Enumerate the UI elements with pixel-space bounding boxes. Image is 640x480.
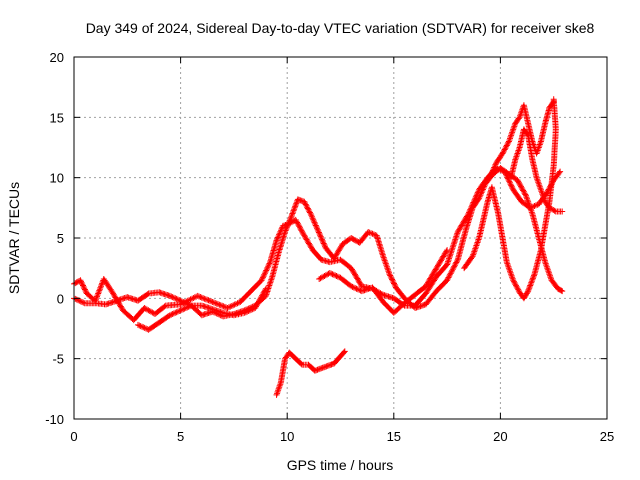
- data-marks: [71, 96, 566, 398]
- y-tick-label: -5: [52, 352, 64, 367]
- series-track-d: [316, 247, 451, 316]
- series-track-h: [273, 348, 348, 398]
- y-tick-label: 15: [50, 110, 64, 125]
- series-track-f: [486, 98, 557, 181]
- x-tick-label: 10: [280, 429, 294, 444]
- y-axis-title: SDTVAR / TECUs: [6, 182, 22, 294]
- y-tick-label: 0: [57, 291, 64, 306]
- plus-markers: [134, 285, 269, 333]
- y-tick-label: 5: [57, 231, 64, 246]
- x-tick-label: 0: [70, 429, 77, 444]
- y-tick-label: -10: [45, 412, 64, 427]
- series-track-g: [508, 126, 566, 215]
- chart-title: Day 349 of 2024, Sidereal Day-to-day VTE…: [86, 20, 595, 36]
- x-tick-label: 25: [600, 429, 614, 444]
- plus-markers: [273, 348, 348, 398]
- x-tick-label: 5: [177, 429, 184, 444]
- y-tick-label: 20: [50, 50, 64, 65]
- series-track-e: [461, 96, 559, 302]
- plus-markers: [316, 247, 451, 316]
- x-axis-title: GPS time / hours: [287, 457, 394, 473]
- x-tick-label: 15: [387, 429, 401, 444]
- plus-markers: [508, 126, 566, 215]
- y-tick-label: 10: [50, 171, 64, 186]
- axis-ticks: 0 5 10 15 20 25 -10 -5 0 5 10 15 20: [45, 50, 614, 444]
- x-tick-label: 20: [493, 429, 507, 444]
- series-track-c: [134, 285, 269, 333]
- plus-markers: [461, 96, 559, 302]
- plus-markers: [486, 98, 557, 181]
